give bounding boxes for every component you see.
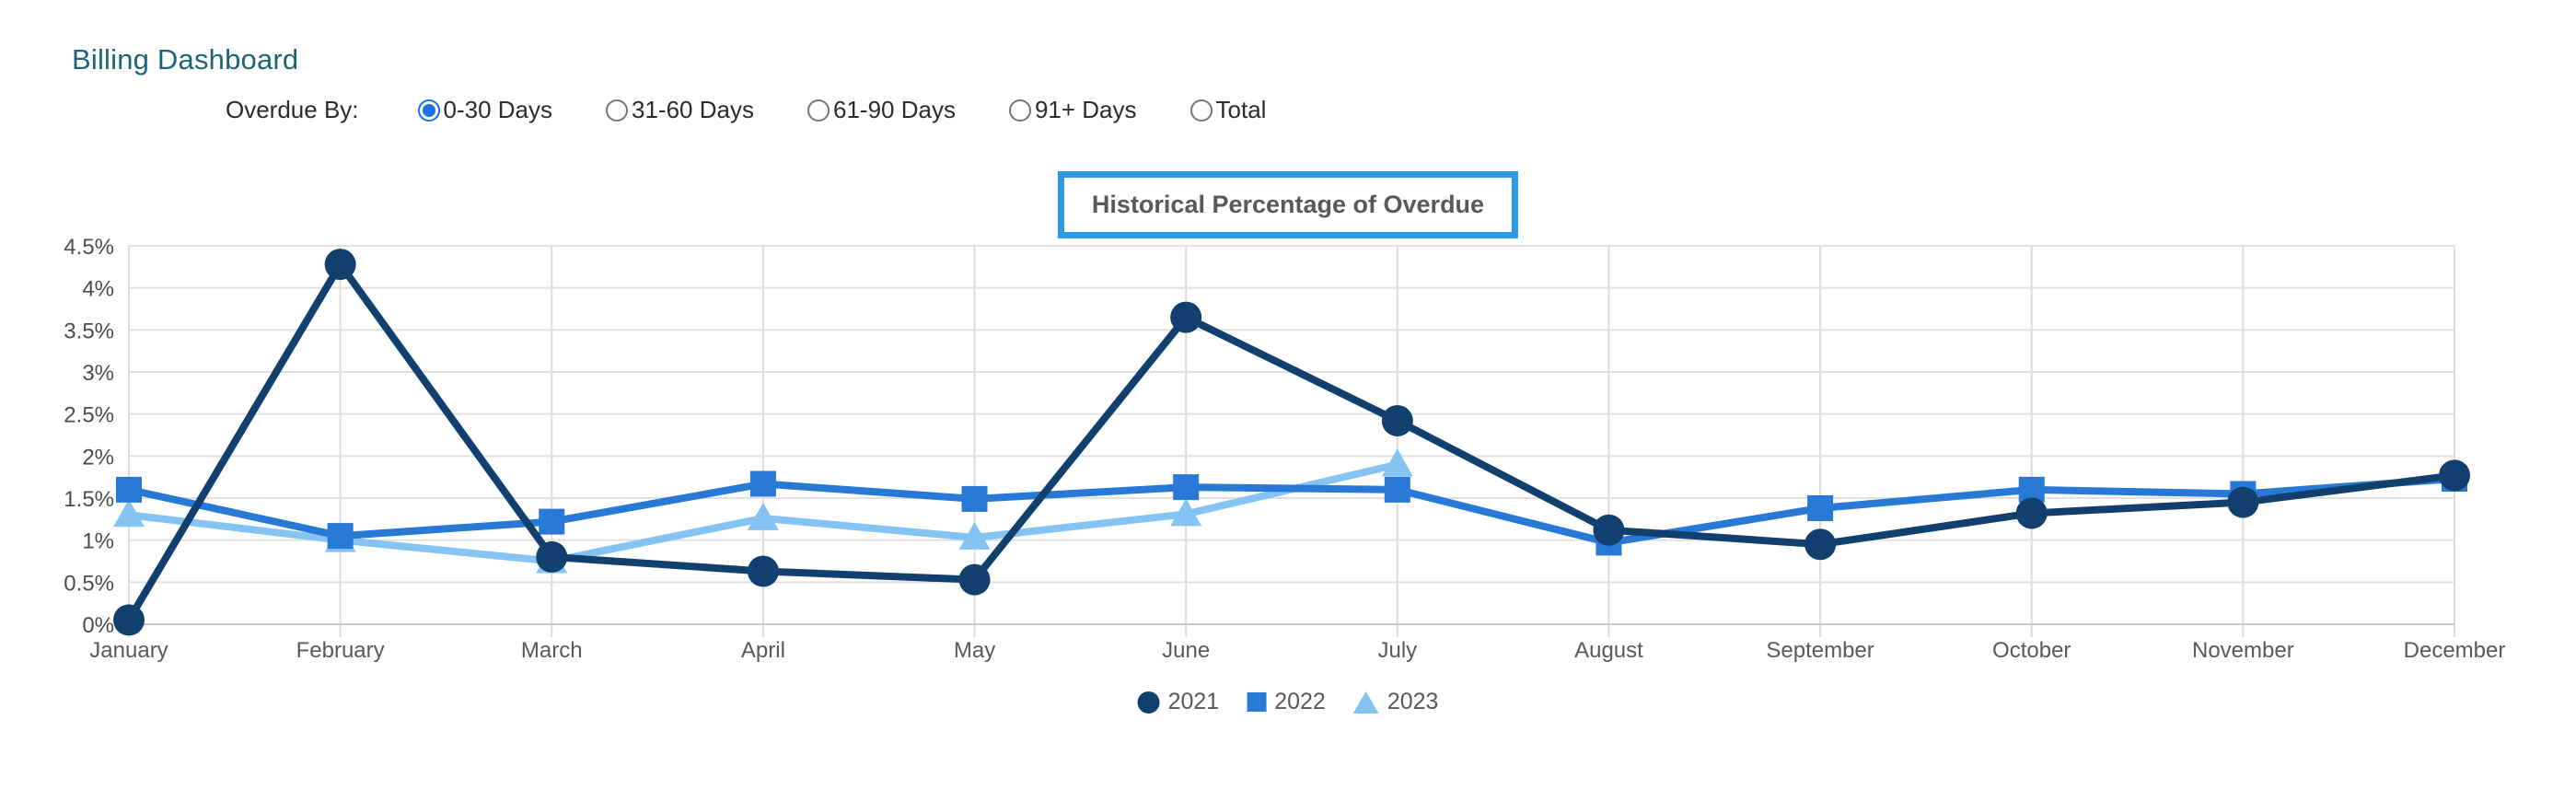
radio-circle-icon[interactable] <box>1008 99 1031 122</box>
radio-91-days[interactable]: 91+ Days <box>1008 96 1137 124</box>
x-axis-month-label: February <box>296 638 385 663</box>
data-point-2022[interactable] <box>116 476 142 503</box>
radio-label: 91+ Days <box>1034 96 1137 123</box>
radio-circle-icon[interactable] <box>606 99 629 122</box>
y-axis-tick-label: 4% <box>82 277 114 302</box>
x-axis-month-label: December <box>2404 638 2506 663</box>
y-axis-tick-label: 3.5% <box>64 319 114 343</box>
legend-label: 2023 <box>1387 689 1439 714</box>
x-axis-month-label: April <box>741 638 785 663</box>
data-point-2023[interactable] <box>1381 448 1413 477</box>
y-axis-tick-label: 0% <box>82 613 114 638</box>
radio-label: Total <box>1215 96 1267 123</box>
data-point-2023[interactable] <box>958 521 991 550</box>
data-point-2023[interactable] <box>113 499 145 528</box>
series-line-2022 <box>128 475 2455 547</box>
data-point-2022[interactable] <box>327 523 354 550</box>
data-point-2022[interactable] <box>1384 476 1410 503</box>
overdue-by-radio-group: Overdue By: 0-30 Days 31-60 Days 61-90 Day… <box>226 96 1266 124</box>
x-axis-month-label: June <box>1162 638 1210 663</box>
radio-label: 61-90 Days <box>832 96 956 123</box>
radio-label: 0-30 Days <box>443 96 553 123</box>
data-point-2021[interactable] <box>324 249 356 281</box>
radio-circle-icon[interactable] <box>417 99 440 122</box>
y-axis-tick-label: 1% <box>82 529 114 554</box>
overdue-by-label: Overdue By: <box>226 96 359 123</box>
chart-title: Historical Percentage of Overdue <box>1091 191 1485 218</box>
x-axis-month-label: March <box>521 638 583 663</box>
data-point-2022[interactable] <box>1807 494 1834 521</box>
data-point-2021[interactable] <box>1381 404 1413 436</box>
data-point-2021[interactable] <box>113 604 145 636</box>
radio-circle-icon[interactable] <box>806 99 830 122</box>
radio-31-60-days[interactable]: 31-60 Days <box>606 96 754 124</box>
series-line-2021 <box>125 257 2455 622</box>
data-point-2021[interactable] <box>2015 497 2048 529</box>
legend-item-2022[interactable]: 2022 <box>1247 689 1326 715</box>
radio-61-90-days[interactable]: 61-90 Days <box>806 96 956 124</box>
legend-square-icon <box>1247 692 1267 712</box>
legend-circle-icon <box>1137 691 1160 714</box>
data-point-2021[interactable] <box>958 563 991 596</box>
data-point-2023[interactable] <box>1170 498 1202 527</box>
data-point-2023[interactable] <box>747 502 779 530</box>
legend-label: 2021 <box>1167 689 1220 714</box>
y-axis-tick-label: 4.5% <box>64 235 114 260</box>
data-point-2022[interactable] <box>539 508 565 535</box>
data-point-2022[interactable] <box>961 485 988 512</box>
chart-title-box: Historical Percentage of Overdue <box>1057 171 1519 238</box>
radio-circle-icon[interactable] <box>1189 99 1213 122</box>
data-point-2021[interactable] <box>1170 301 1202 333</box>
data-point-2021[interactable] <box>2227 486 2259 518</box>
data-point-2022[interactable] <box>1173 474 1200 501</box>
y-axis-tick-label: 3% <box>82 361 114 386</box>
x-axis-month-label: January <box>89 638 168 663</box>
y-axis-tick-label: 0.5% <box>64 571 114 596</box>
data-point-2021[interactable] <box>2439 459 2470 492</box>
chart-legend: 2021 2022 2023 <box>1137 689 1439 715</box>
x-axis-month-label: September <box>1766 638 1874 663</box>
data-point-2021[interactable] <box>747 555 779 587</box>
data-point-2021[interactable] <box>1804 528 1837 561</box>
x-axis-month-label: July <box>1377 638 1417 663</box>
x-axis-month-label: May <box>954 638 995 663</box>
x-axis-month-label: November <box>2192 638 2294 663</box>
data-point-2021[interactable] <box>536 540 568 573</box>
x-axis-month-label: August <box>1574 638 1643 663</box>
y-axis-tick-label: 1.5% <box>64 487 114 512</box>
data-point-2022[interactable] <box>749 470 776 497</box>
radio-total[interactable]: Total <box>1189 96 1267 124</box>
legend-item-2021[interactable]: 2021 <box>1137 689 1220 715</box>
legend-item-2023[interactable]: 2023 <box>1352 689 1439 715</box>
legend-triangle-icon <box>1352 691 1379 714</box>
overdue-chart-svg: 0% 0.5% 1% 1.5% 2% 2.5% 3% 3.5% 4% 4.5% January Feb… <box>64 235 2506 663</box>
legend-label: 2022 <box>1274 689 1326 714</box>
y-axis-tick-label: 2% <box>82 445 114 470</box>
radio-label: 31-60 Days <box>632 96 754 123</box>
page-title: Billing Dashboard <box>72 42 299 75</box>
y-axis-tick-label: 2.5% <box>64 403 114 428</box>
data-point-2021[interactable] <box>1593 514 1625 546</box>
radio-0-30-days[interactable]: 0-30 Days <box>417 96 553 124</box>
x-axis-month-label: October <box>1992 638 2071 663</box>
